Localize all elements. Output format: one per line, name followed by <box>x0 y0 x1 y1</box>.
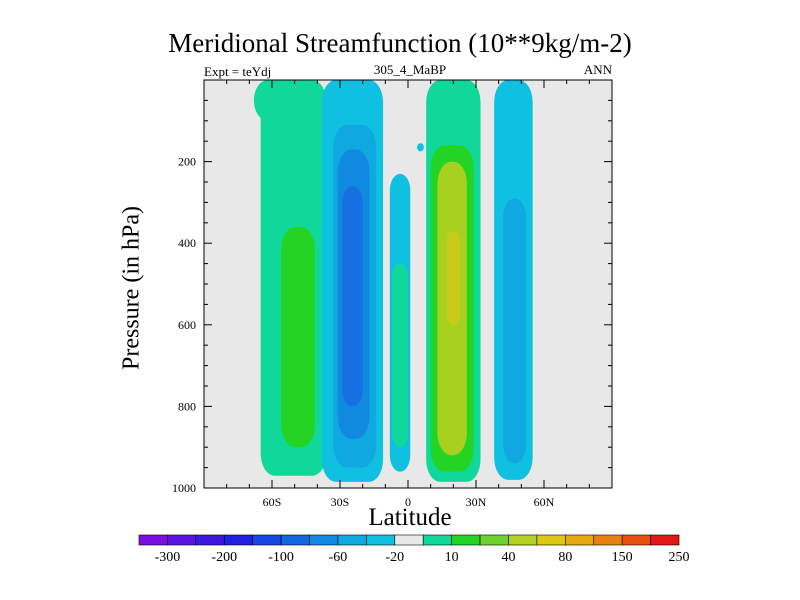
colorbar-label: 250 <box>669 550 690 565</box>
colorbar-swatch <box>366 534 396 546</box>
contour-cell-n <box>446 230 461 325</box>
colorbar-swatch <box>508 534 538 546</box>
colorbar-label: -100 <box>268 550 294 565</box>
colorbar-swatch <box>195 534 225 546</box>
colorbar-swatch <box>394 534 424 546</box>
x-tick-label: 60N <box>534 495 555 509</box>
colorbar-swatch <box>309 534 339 546</box>
colorbar-swatch <box>223 534 253 546</box>
colorbar-swatch <box>422 534 452 546</box>
contour-cell-i <box>392 263 408 448</box>
y-tick-label: 1000 <box>172 481 196 495</box>
x-tick-label: 30S <box>331 495 350 509</box>
x-tick-label: 60S <box>263 495 282 509</box>
y-tick-label: 400 <box>178 236 196 250</box>
colorbar-label: 40 <box>501 550 515 565</box>
colorbar-swatch <box>621 534 651 546</box>
colorbar-swatch <box>138 534 168 546</box>
colorbar-label: 80 <box>558 550 572 565</box>
colorbar-swatch <box>536 534 566 546</box>
contour-cell-g <box>342 186 363 407</box>
colorbar-swatch <box>167 534 197 546</box>
experiment-label: Expt = teYdj <box>204 64 272 79</box>
colorbar-swatch <box>337 534 367 546</box>
colorbar-label: -300 <box>155 550 181 565</box>
period-label: 305_4_MaBP <box>373 62 447 77</box>
colorbar-swatch <box>565 534 595 546</box>
colorbar-swatch <box>650 534 680 546</box>
colorbar-swatch <box>252 534 282 546</box>
colorbar-swatch <box>479 534 509 546</box>
colorbar-label: -200 <box>211 550 237 565</box>
contour-cell-p <box>503 198 526 464</box>
x-axis-label: Latitude <box>368 504 452 531</box>
contour-cell-c <box>281 226 316 448</box>
colorbar-swatch <box>451 534 481 546</box>
season-label: ANN <box>583 62 612 77</box>
colorbar-label: 10 <box>445 550 459 565</box>
colorbar-label: 150 <box>612 550 633 565</box>
colorbar-label: -60 <box>329 550 348 565</box>
colorbar-label: -20 <box>385 550 404 565</box>
colorbar-swatch <box>593 534 623 546</box>
y-tick-label: 800 <box>178 399 196 413</box>
x-tick-label: 0 <box>405 495 411 509</box>
y-tick-label: 600 <box>178 318 196 332</box>
chart-title: Meridional Streamfunction (10**9kg/m-2) <box>168 28 632 58</box>
x-tick-label: 30N <box>466 495 487 509</box>
contour-cell-j <box>417 143 424 152</box>
y-tick-label: 200 <box>178 155 196 169</box>
colorbar-swatch <box>280 534 310 546</box>
